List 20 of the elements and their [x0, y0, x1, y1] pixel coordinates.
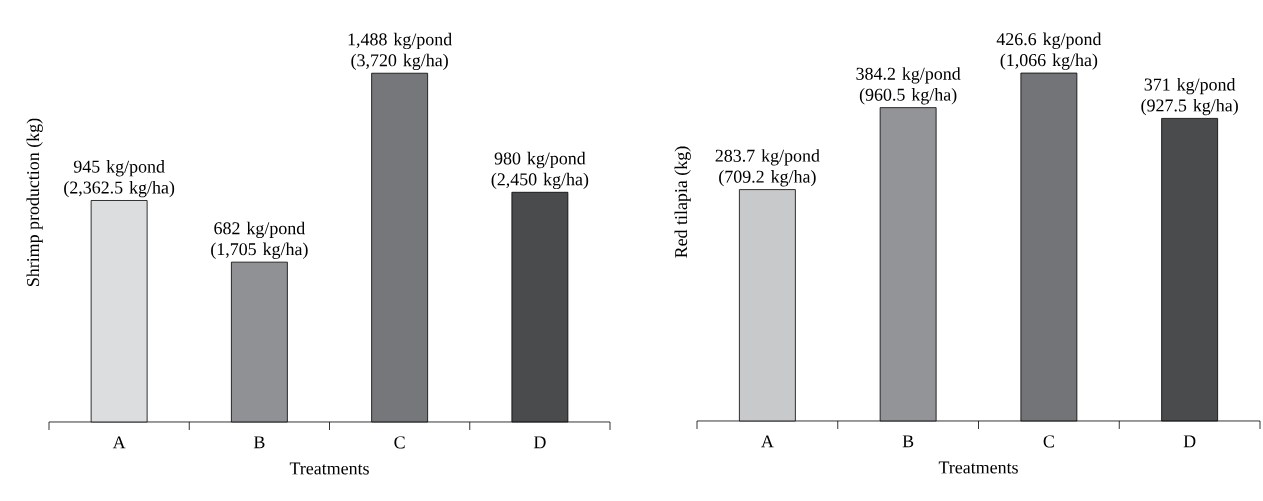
x-tick-label: B: [253, 436, 265, 449]
x-tick-label: D: [533, 436, 546, 449]
y-axis-title: Red tilapia (kg): [674, 146, 691, 258]
data-label: 1,488 kg/pond (3,720 kg/ha): [348, 32, 452, 71]
y-axis-title: Shrimp production (kg): [26, 118, 43, 287]
x-axis-title: Treatments: [289, 462, 369, 475]
x-tick-label: B: [902, 435, 914, 448]
x-tick-label: C: [1043, 435, 1054, 448]
data-label: 283.7 kg/pond (709.2 kg/ha): [715, 149, 820, 187]
data-label: 371 kg/pond (927.5 kg/ha): [1141, 77, 1238, 116]
x-tick-label: D: [1183, 435, 1196, 448]
data-label: 945 kg/pond (2,362.5 kg/ha): [64, 160, 175, 198]
x-tick-label: A: [761, 435, 774, 448]
x-tick-label: A: [112, 436, 126, 449]
x-axis-title: Treatments: [938, 461, 1018, 474]
data-label: 384.2 kg/pond (960.5 kg/ha): [856, 67, 961, 105]
data-label: 980 kg/pond (2,450 kg/ha): [491, 151, 589, 190]
data-label: 426.6 kg/pond (1,066 kg/ha): [996, 32, 1102, 70]
data-label: 682 kg/pond (1,705 kg/ha): [211, 221, 308, 259]
x-tick-label: C: [394, 436, 405, 449]
